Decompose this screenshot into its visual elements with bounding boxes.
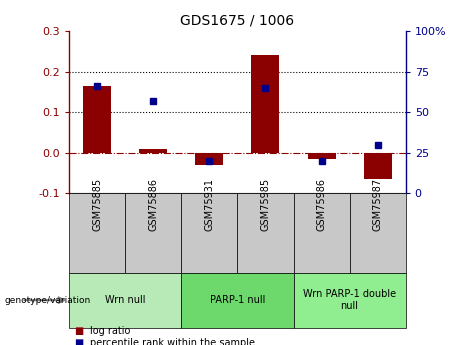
Text: log ratio: log ratio [90,326,130,335]
Bar [294,273,406,328]
Text: GSM75931: GSM75931 [204,178,214,231]
Text: GSM75986: GSM75986 [317,178,326,231]
Bar [251,55,279,152]
Bar [181,193,237,273]
Bar [125,193,181,273]
Bar [237,193,294,273]
Text: PARP-1 null: PARP-1 null [210,295,265,305]
Text: Wrn PARP-1 double
null: Wrn PARP-1 double null [303,289,396,311]
Title: GDS1675 / 1006: GDS1675 / 1006 [180,13,295,27]
Bar [307,152,336,159]
Text: GSM75985: GSM75985 [260,178,271,231]
Bar [364,152,392,179]
Text: GSM75987: GSM75987 [372,178,383,231]
Text: ■: ■ [74,338,83,345]
Text: Wrn null: Wrn null [105,295,146,305]
Bar [69,273,181,328]
Bar [294,193,349,273]
Bar [139,149,167,152]
Bar [349,193,406,273]
Bar [181,273,294,328]
Bar [83,86,111,152]
Text: GSM75885: GSM75885 [92,178,102,231]
Text: GSM75886: GSM75886 [148,178,158,231]
Text: percentile rank within the sample: percentile rank within the sample [90,338,255,345]
Text: ■: ■ [74,326,83,335]
Bar [69,193,125,273]
Text: genotype/variation: genotype/variation [5,296,91,305]
Bar [195,152,224,165]
